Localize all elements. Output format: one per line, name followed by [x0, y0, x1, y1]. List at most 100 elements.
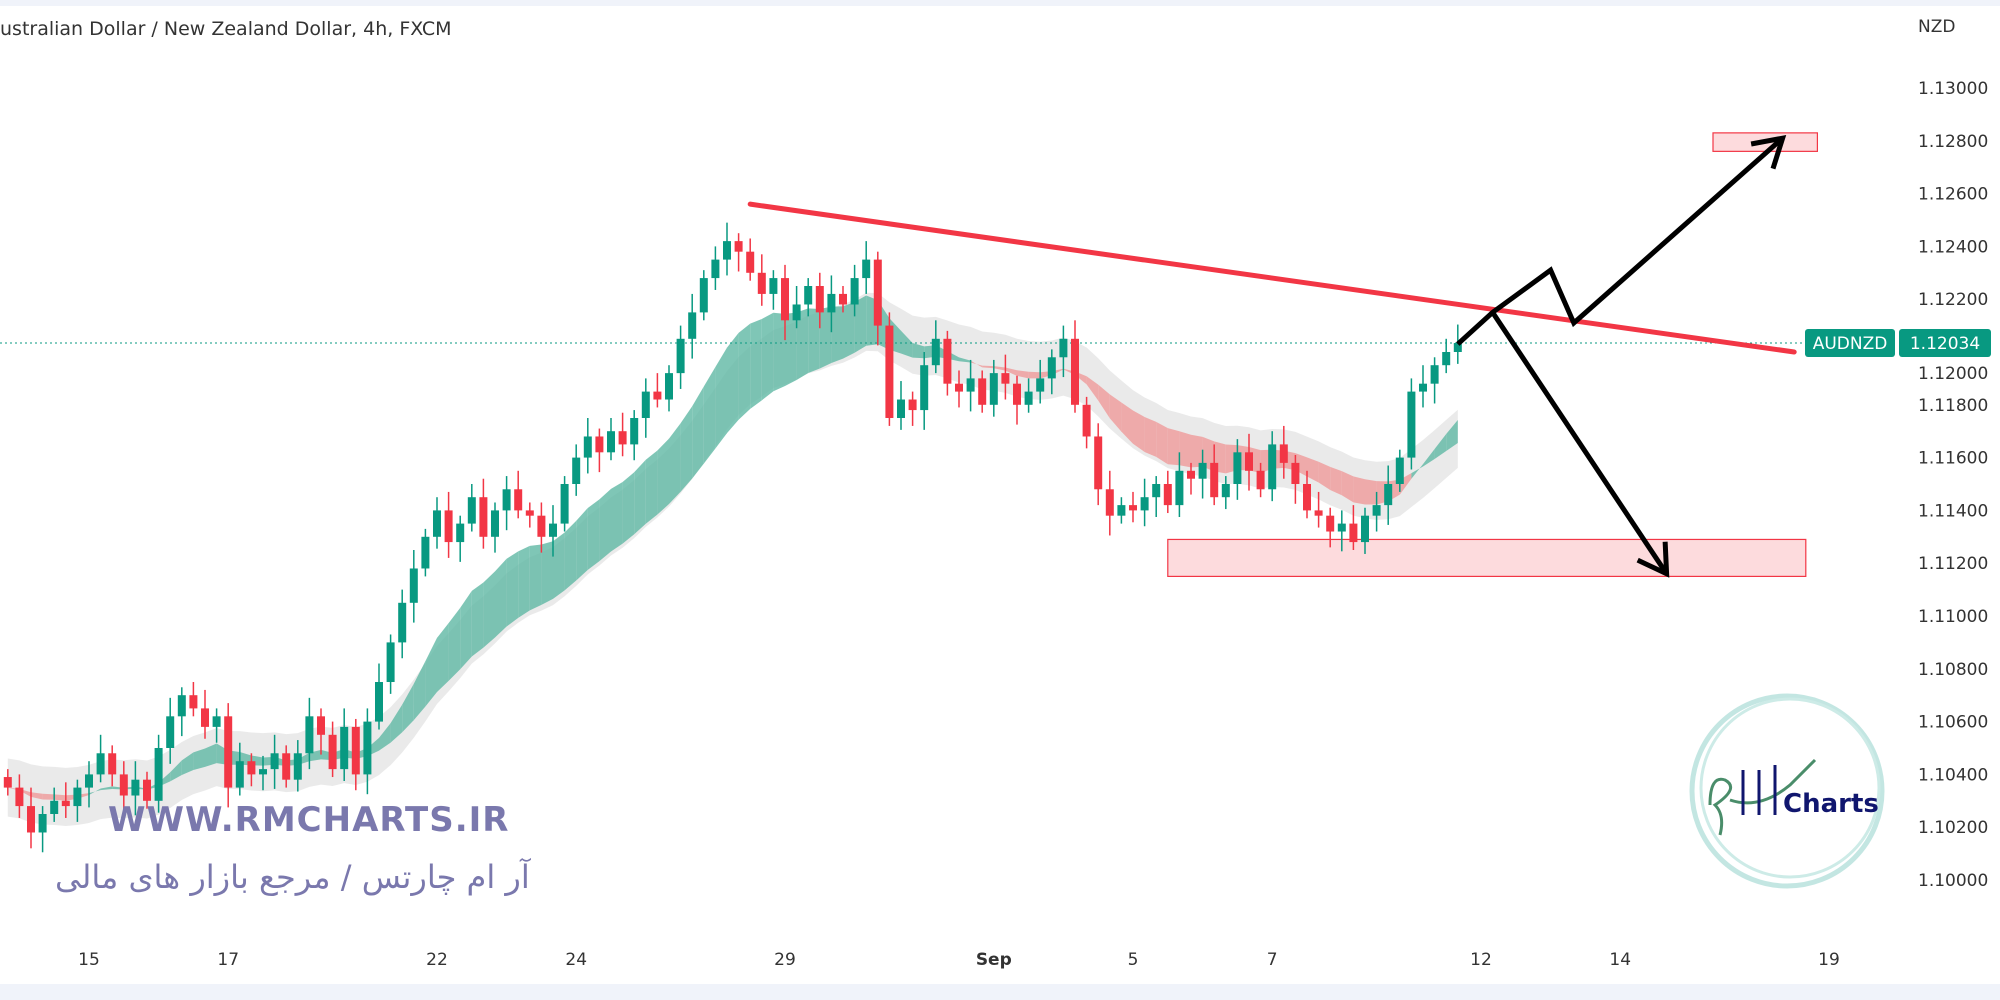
candle	[1013, 375, 1021, 425]
candle	[537, 502, 546, 553]
candle	[189, 682, 198, 717]
candle-body	[1268, 444, 1277, 490]
candle-body	[328, 734, 337, 770]
candle-body	[351, 726, 360, 775]
ma-ribbon-segment	[1423, 448, 1435, 467]
candle	[1187, 462, 1195, 495]
ma-ribbon-segment	[448, 607, 461, 681]
candle	[363, 708, 372, 795]
candle-body	[3, 777, 12, 788]
candle-body	[456, 523, 465, 543]
candle-body	[177, 695, 186, 717]
candle	[792, 286, 801, 329]
price-tick: 1.11200	[1918, 554, 1988, 574]
candle	[444, 491, 453, 558]
last-price-badge: AUDNZD 1.12034	[1805, 329, 1991, 358]
ma-ribbon-segment	[901, 330, 913, 358]
svg-text:Charts: Charts	[1783, 789, 1879, 819]
candle-body	[734, 241, 743, 252]
projection-arrow	[1490, 311, 1669, 576]
candle	[1082, 396, 1091, 449]
candle-body	[815, 286, 824, 313]
candle	[1337, 510, 1346, 552]
candle	[154, 734, 163, 813]
candle-body	[618, 431, 627, 445]
candle-body	[1372, 505, 1381, 516]
candle-body	[1082, 404, 1091, 437]
candle	[61, 782, 70, 818]
time-tick: 5	[1128, 950, 1139, 970]
ma-ribbon-segment	[1307, 457, 1319, 483]
candle-body	[966, 378, 975, 392]
candle	[549, 505, 557, 557]
ma-ribbon-segment	[1365, 479, 1377, 505]
ma-ribbon-segment	[1086, 376, 1099, 401]
candle	[618, 412, 627, 457]
ma-ribbon-segment	[1028, 371, 1041, 379]
candle-body	[1152, 484, 1161, 498]
price-tick: 1.11000	[1918, 607, 1988, 627]
time-tick: 29	[774, 950, 796, 970]
candle	[873, 251, 882, 346]
ma-ribbon-segment	[518, 545, 530, 618]
projection-arrow	[1456, 136, 1785, 346]
candle	[375, 663, 383, 730]
candle-body	[1105, 489, 1114, 516]
candle-body	[955, 383, 963, 392]
drawings	[747, 134, 1797, 578]
ma-ribbon-segment	[89, 788, 101, 795]
candle	[966, 359, 975, 412]
candle-body	[757, 272, 766, 294]
candle	[757, 254, 766, 306]
candle	[398, 589, 407, 659]
candle	[247, 753, 256, 787]
candle-body	[781, 278, 789, 321]
candle-body	[15, 787, 24, 807]
candle	[1314, 491, 1323, 528]
candle-body	[1291, 462, 1300, 484]
candle-body	[363, 721, 372, 775]
candle	[781, 264, 789, 341]
candle	[479, 478, 488, 549]
candle	[525, 502, 534, 528]
ma-ribbon-segment	[912, 342, 925, 359]
price-tick: 1.10000	[1918, 871, 1988, 891]
candle	[1395, 449, 1404, 492]
candle-body	[409, 568, 418, 603]
candle	[1036, 359, 1045, 404]
candle	[1291, 454, 1300, 504]
candle-body	[270, 753, 279, 770]
candle-body	[1395, 457, 1404, 484]
candle-body	[1453, 343, 1462, 352]
ma-ribbon-segment	[785, 312, 797, 387]
time-tick: 12	[1470, 950, 1492, 970]
candle-body	[873, 259, 882, 326]
ma-ribbon-segment	[170, 760, 182, 782]
candle	[1372, 491, 1381, 532]
candle	[676, 325, 685, 389]
candle-body	[769, 278, 778, 294]
ma-ribbon-segment	[1202, 436, 1215, 472]
candle	[1221, 476, 1230, 510]
ma-ribbon-segment	[31, 792, 43, 800]
ma-ribbon-segment	[993, 366, 1006, 371]
ma-ribbon-segment	[402, 683, 414, 733]
candle	[1442, 338, 1451, 374]
currency-label: NZD	[1918, 17, 1955, 37]
ma-ribbon-segment	[413, 661, 426, 721]
candle	[1303, 470, 1311, 519]
candle	[885, 312, 894, 426]
candle-body	[537, 515, 546, 537]
candle-body	[305, 716, 314, 754]
ma-ribbon-segment	[959, 357, 971, 363]
candle-body	[1059, 338, 1068, 358]
ma-ribbon-segment	[379, 723, 391, 751]
candle	[815, 272, 824, 329]
candle	[572, 444, 581, 496]
ma-ribbon-segment	[982, 365, 994, 369]
candle	[143, 771, 151, 809]
candle-body	[1013, 383, 1021, 405]
candle	[630, 410, 639, 461]
candle	[1210, 444, 1219, 506]
